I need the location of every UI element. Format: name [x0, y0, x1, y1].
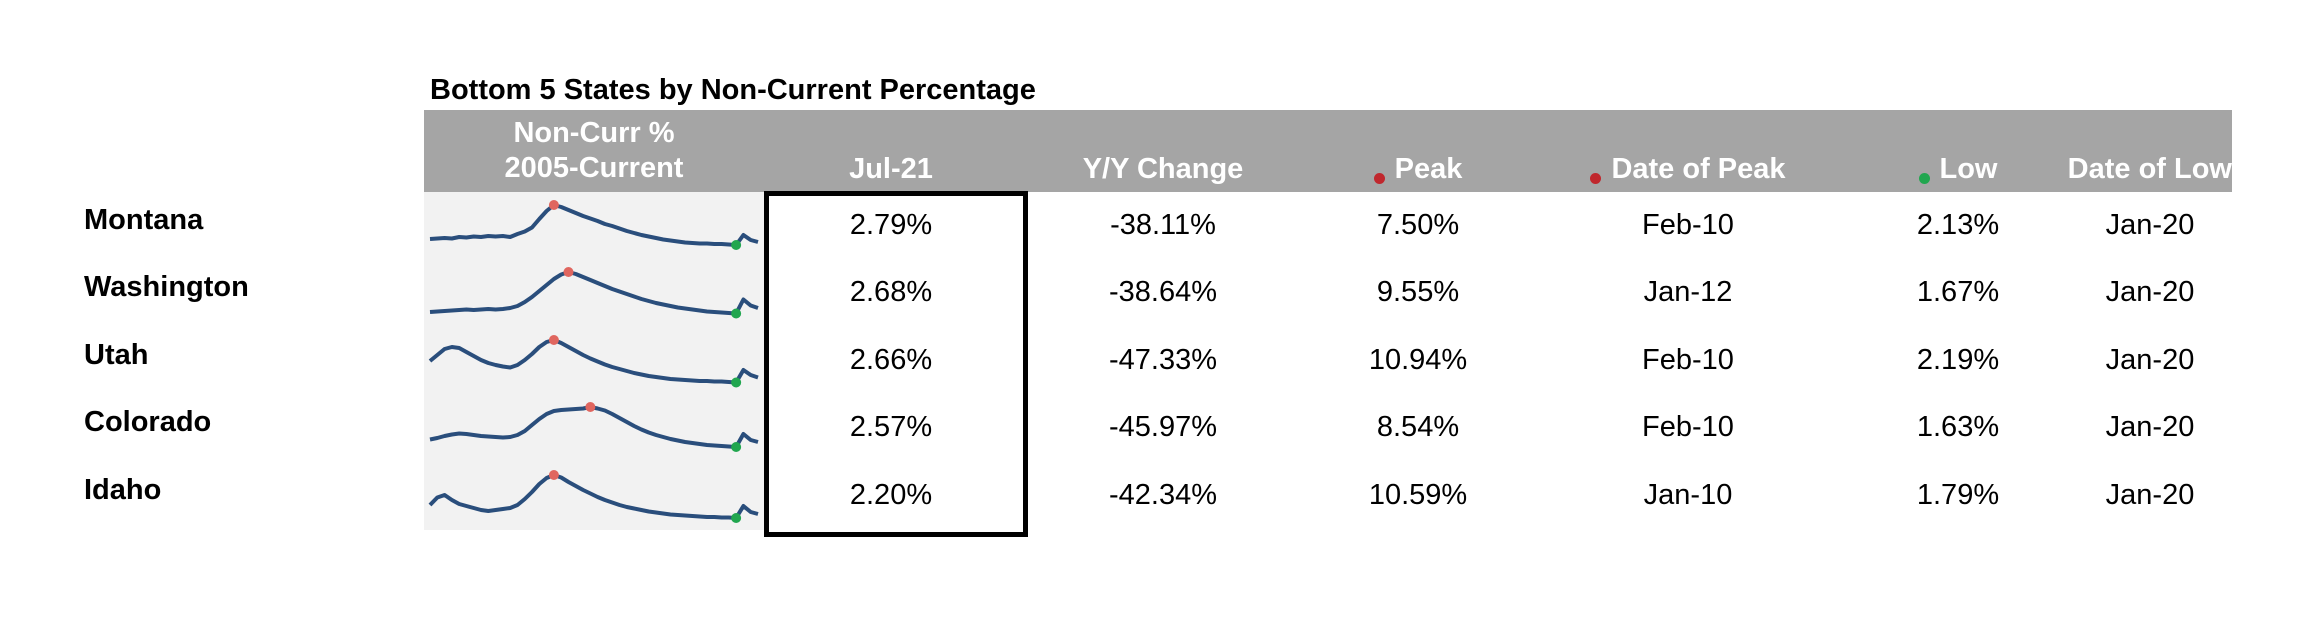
peak-dot-icon — [1373, 173, 1385, 184]
cell-peak: 7.50% — [1376, 209, 1460, 241]
sparkline-series — [429, 203, 759, 247]
cell-low: 1.79% — [1916, 479, 2000, 511]
header-peak-label: Peak — [1394, 153, 1463, 185]
sparkline-chart — [428, 470, 759, 523]
cell-date-peak: Feb-10 — [1642, 411, 1734, 443]
sparkline-peak-marker — [548, 200, 559, 210]
cell-yoy: -47.33% — [1108, 344, 1217, 376]
cell-jul21: 2.79% — [849, 209, 933, 241]
cell-date-low: Jan-20 — [2105, 344, 2195, 376]
sparkline-low-marker — [731, 442, 742, 452]
cell-jul21: 2.57% — [849, 411, 933, 443]
table-title: Bottom 5 States by Non-Current Percentag… — [430, 74, 1036, 106]
header-peak: Peak — [1308, 110, 1528, 192]
header-row: Non-Curr % 2005-Current Jul-21 Y/Y Chang… — [424, 110, 2232, 192]
cell-low: 2.13% — [1916, 209, 2000, 241]
row-state-label: Washington — [84, 271, 249, 303]
cell-jul21: 2.20% — [849, 479, 933, 511]
cell-peak: 10.94% — [1368, 344, 1468, 376]
jul21-highlight-box — [764, 191, 1028, 537]
sparkline-low-marker — [731, 513, 742, 523]
cell-low: 1.67% — [1916, 276, 2000, 308]
sparkline-chart — [429, 267, 759, 319]
cell-yoy: -42.34% — [1108, 479, 1217, 511]
header-low: Low — [1848, 110, 2068, 192]
cell-date-low: Jan-20 — [2105, 411, 2195, 443]
cell-yoy: -38.64% — [1108, 276, 1217, 308]
header-low-label: Low — [1939, 153, 1998, 185]
row-state-label: Idaho — [84, 474, 162, 506]
sparkline-chart — [429, 200, 759, 250]
sparkline-low-marker — [731, 240, 742, 250]
header-date-peak-label: Date of Peak — [1611, 153, 1786, 185]
sparkline-peak-marker — [548, 470, 559, 480]
row-state-label: Utah — [84, 339, 149, 371]
row-state-label: Montana — [84, 204, 204, 236]
cell-low: 1.63% — [1916, 411, 2000, 443]
header-yoy: Y/Y Change — [1082, 153, 1244, 185]
header-date-peak: Date of Peak — [1528, 110, 1848, 192]
sparkline-series — [429, 405, 759, 449]
header-date-low: Date of Low — [2068, 110, 2232, 192]
header-jul21: Jul-21 — [849, 153, 933, 185]
row-state-label: Colorado — [84, 406, 212, 438]
cell-peak: 10.59% — [1368, 479, 1468, 511]
cell-peak: 8.54% — [1376, 411, 1460, 443]
sparkline-chart — [429, 402, 759, 452]
cell-jul21: 2.66% — [849, 344, 933, 376]
cell-date-peak: Jan-10 — [1643, 479, 1733, 511]
peak-dot-icon — [1590, 173, 1602, 184]
header-sparkline-line2: 2005-Current — [504, 152, 684, 184]
cell-date-low: Jan-20 — [2105, 276, 2195, 308]
sparkline-series — [428, 338, 759, 385]
cell-date-low: Jan-20 — [2105, 479, 2195, 511]
cell-date-peak: Feb-10 — [1642, 209, 1734, 241]
sparkline-peak-marker — [563, 267, 574, 277]
cell-peak: 9.55% — [1376, 276, 1460, 308]
cell-date-peak: Jan-12 — [1643, 276, 1733, 308]
cell-yoy: -45.97% — [1108, 411, 1217, 443]
sparkline-peak-marker — [548, 335, 559, 345]
sparkline-peak-marker — [585, 402, 596, 412]
cell-yoy: -38.11% — [1110, 209, 1216, 241]
cell-date-low: Jan-20 — [2105, 209, 2195, 241]
header-date-low-label: Date of Low — [2067, 153, 2232, 185]
sparkline-series — [428, 473, 759, 520]
header-sparkline: Non-Curr % 2005-Current — [424, 110, 764, 192]
sparkline-chart — [428, 335, 759, 388]
sparkline-low-marker — [731, 377, 742, 388]
header-sparkline-line1: Non-Curr % — [513, 117, 675, 149]
cell-date-peak: Feb-10 — [1642, 344, 1734, 376]
low-dot-icon — [1918, 173, 1930, 184]
sparkline-series — [429, 270, 759, 316]
cell-low: 2.19% — [1916, 344, 2000, 376]
sparkline-low-marker — [731, 308, 742, 319]
cell-jul21: 2.68% — [849, 276, 933, 308]
